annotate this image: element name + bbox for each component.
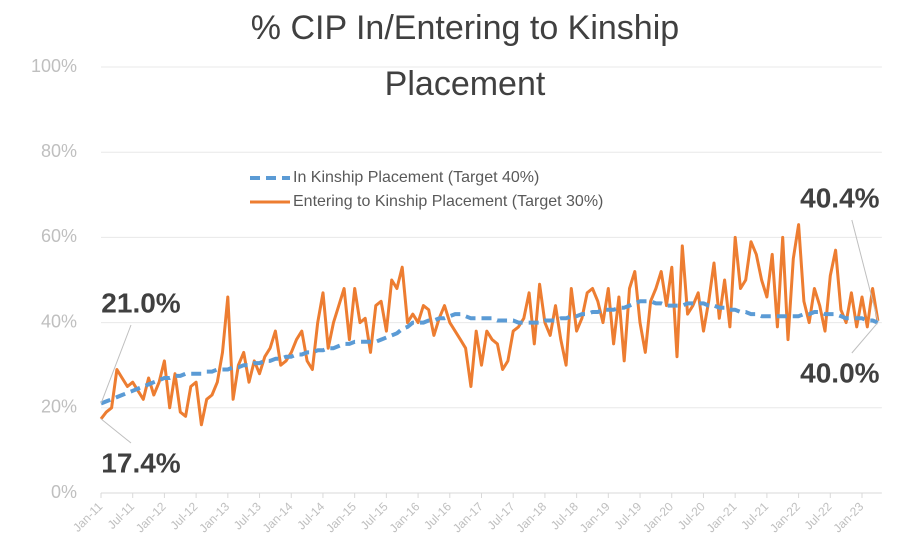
x-tick-label: Jan-11: [70, 499, 105, 534]
series-line: [99, 223, 880, 427]
x-tick-label: Jan-16: [387, 499, 423, 535]
legend-label: In Kinship Placement (Target 40%): [293, 169, 539, 186]
x-tick-label: Jan-13: [196, 499, 232, 535]
data-label: 17.4%: [101, 447, 180, 478]
x-tick-label: Jul-13: [231, 499, 264, 532]
x-tick-label: Jul-20: [675, 499, 708, 532]
x-tick-label: Jan-15: [323, 499, 359, 535]
legend-label: Entering to Kinship Placement (Target 30…: [293, 193, 603, 210]
x-tick-label: Jul-22: [802, 499, 835, 532]
label-leader: [851, 322, 879, 354]
x-tick-label: Jul-11: [105, 499, 138, 532]
data-label: 40.4%: [800, 182, 879, 213]
x-tick-label: Jan-21: [704, 499, 740, 535]
x-tick-label: Jul-17: [485, 499, 518, 532]
y-tick-label: 40%: [41, 311, 77, 331]
x-tick-label: Jan-20: [640, 499, 676, 535]
x-tick-label: Jan-18: [513, 499, 549, 535]
x-tick-label: Jan-19: [577, 499, 613, 535]
x-tick-label: Jul-15: [358, 499, 391, 532]
x-tick-label: Jul-19: [611, 499, 644, 532]
series-line: [100, 299, 879, 406]
x-tick-label: Jul-16: [421, 499, 454, 532]
x-tick-label: Jan-22: [767, 499, 803, 535]
x-tick-label: Jul-14: [294, 499, 327, 532]
y-tick-label: 60%: [41, 226, 77, 246]
x-tick-label: Jul-21: [738, 499, 771, 532]
y-tick-label: 80%: [41, 141, 77, 161]
x-tick-label: Jan-14: [260, 499, 296, 535]
label-leader: [100, 418, 132, 444]
y-tick-label: 0%: [51, 482, 77, 502]
data-label: 21.0%: [101, 287, 180, 318]
x-tick-label: Jan-23: [831, 499, 867, 535]
y-tick-label: 20%: [41, 397, 77, 417]
x-tick-label: Jul-18: [548, 499, 581, 532]
x-tick-label: Jan-17: [450, 499, 486, 535]
chart-title: % CIP In/Entering to Kinship Placement: [251, 9, 679, 103]
data-label: 40.0%: [800, 357, 879, 388]
y-tick-label: 100%: [31, 56, 77, 76]
x-tick-label: Jan-12: [133, 499, 169, 535]
x-tick-label: Jul-12: [167, 499, 200, 532]
label-leader: [100, 324, 132, 404]
label-leader: [851, 219, 879, 322]
